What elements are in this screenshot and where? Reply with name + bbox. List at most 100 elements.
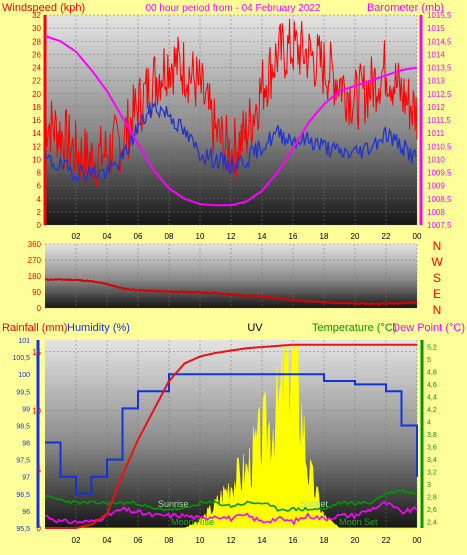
humidity-line <box>45 373 418 495</box>
rain-tick-label: 10 <box>32 407 41 416</box>
barometer-tick-label: 1014 <box>427 50 445 59</box>
direction-series <box>44 278 418 306</box>
dir-label-n2: N <box>433 303 442 317</box>
humidity-axis-title: Humidity (%) <box>67 322 130 334</box>
x-tick-label: 02 <box>72 232 81 241</box>
direction-gridlines <box>45 243 418 309</box>
barometer-tick-label: 1009 <box>427 182 445 191</box>
x-tick-label-bottom: 18 <box>320 536 329 545</box>
rain-axis-title: Rainfall (mm) <box>2 322 67 334</box>
x-tick-label-bottom: 06 <box>134 536 143 545</box>
wind-tick-label: 12 <box>32 142 41 151</box>
dir-label-n: N <box>433 239 442 253</box>
tick-labels: 024681012141618202224262830321007,510081… <box>12 11 452 545</box>
temperature-line <box>44 488 418 512</box>
temperature-tick-label: 4,4 <box>427 394 437 401</box>
moonset-annotation: Moon Set <box>339 517 378 527</box>
temperature-tick-label: 3,8 <box>427 432 437 439</box>
x-tick-label-bottom: 02 <box>72 536 81 545</box>
x-tick-label-bottom: 04 <box>103 536 112 545</box>
temperature-tick-label: 2,6 <box>427 507 437 514</box>
barometer-tick-label: 1008 <box>427 208 445 217</box>
barometer-tick-label: 1010 <box>427 155 445 164</box>
barometer-tick-label: 1010,5 <box>427 142 452 151</box>
x-tick-label-bottom: 10 <box>196 536 205 545</box>
direction-tick-label: 270 <box>28 256 42 265</box>
x-tick-label: 04 <box>103 232 112 241</box>
wind-tick-label: 24 <box>32 64 41 73</box>
temperature-tick-label: 3 <box>427 482 431 489</box>
wind-tick-label: 22 <box>32 77 41 86</box>
wind-average-line <box>44 100 417 184</box>
x-tick-label: 10 <box>196 232 205 241</box>
temperature-axis-title: Temperature (°C) <box>312 322 396 334</box>
humidity-tick-label: 97 <box>22 475 30 482</box>
humidity-tick-label: 99 <box>22 406 30 413</box>
wind-tick-label: 30 <box>32 24 41 33</box>
wind-tick-label: 18 <box>32 103 41 112</box>
rain-tick-label: 0 <box>37 524 42 533</box>
x-tick-label-bottom: 14 <box>258 536 267 545</box>
wind-tick-label: 8 <box>37 169 42 178</box>
wind-tick-label: 32 <box>32 11 41 20</box>
barometer-tick-label: 1009,5 <box>427 169 452 178</box>
rain-tick-label: 5 <box>37 465 42 474</box>
barometer-tick-label: 1013 <box>427 77 445 86</box>
rain-tick-label: 15 <box>32 348 41 357</box>
x-tick-label-bottom: 08 <box>165 536 174 545</box>
wind-series <box>44 18 418 207</box>
sunrise-annotation: Sunrise <box>158 499 189 509</box>
temperature-tick-label: 4,6 <box>427 382 437 389</box>
wind-tick-label: 10 <box>32 155 41 164</box>
wind-tick-label: 28 <box>32 37 41 46</box>
direction-tick-label: 180 <box>28 272 42 281</box>
moonrise-annotation: Moon Rise <box>171 517 214 527</box>
humidity-tick-label: 98 <box>22 441 30 448</box>
dir-label-s: S <box>433 271 441 285</box>
temperature-tick-label: 5,2 <box>427 344 437 351</box>
rainfall-line <box>45 343 417 529</box>
temperature-tick-label: 4 <box>427 419 431 426</box>
x-tick-label-bottom: 20 <box>351 536 360 545</box>
humidity-tick-label: 101 <box>18 338 30 345</box>
uv-area <box>45 344 417 529</box>
barometer-tick-label: 1015,5 <box>427 11 452 20</box>
barometer-tick-label: 1014,5 <box>427 37 452 46</box>
temperature-tick-label: 4,2 <box>427 407 437 414</box>
humidity-tick-label: 96 <box>22 509 30 516</box>
barometer-tick-label: 1012 <box>427 103 445 112</box>
temperature-tick-label: 3,2 <box>427 470 437 477</box>
x-tick-label: 00 <box>413 232 422 241</box>
direction-tick-label: 0 <box>37 304 42 313</box>
temperature-tick-label: 2,4 <box>427 520 437 527</box>
x-tick-label-bottom: 12 <box>227 536 236 545</box>
barometer-tick-label: 1008,5 <box>427 195 452 204</box>
wind-axis-title: Windspeed (kph) <box>2 2 85 14</box>
temperature-tick-label: 2,8 <box>427 495 437 502</box>
dewpoint-axis-title: Dew Point (°C) <box>392 322 465 334</box>
dir-label-e: E <box>433 287 441 301</box>
date-subtitle: 00 hour period from - 04 February 2022 <box>145 3 321 14</box>
x-tick-label: 14 <box>258 232 267 241</box>
temperature-tick-label: 5 <box>427 357 431 364</box>
wind-tick-label: 4 <box>37 195 42 204</box>
sunset-annotation: Sunset <box>300 499 329 509</box>
x-tick-label: 06 <box>134 232 143 241</box>
dir-label-w: W <box>431 255 443 269</box>
temperature-tick-label: 4,8 <box>427 369 437 376</box>
bottom-series <box>44 343 418 529</box>
barometer-tick-label: 1007,5 <box>427 221 452 230</box>
wind-tick-label: 14 <box>32 129 41 138</box>
humidity-tick-label: 100 <box>18 372 30 379</box>
barometer-tick-label: 1011 <box>427 129 445 138</box>
temperature-tick-label: 3,4 <box>427 457 437 464</box>
barometer-tick-label: 1013,5 <box>427 64 452 73</box>
wind-direction-line <box>44 278 418 306</box>
temperature-tick-label: 3,6 <box>427 445 437 452</box>
barometer-axis-title: Barometer (mb) <box>367 2 444 14</box>
humidity-tick-label: 96,5 <box>16 492 30 499</box>
uv-axis-title: UV <box>247 322 263 334</box>
wind-tick-label: 16 <box>32 116 41 125</box>
humidity-tick-label: 97,5 <box>16 458 30 465</box>
